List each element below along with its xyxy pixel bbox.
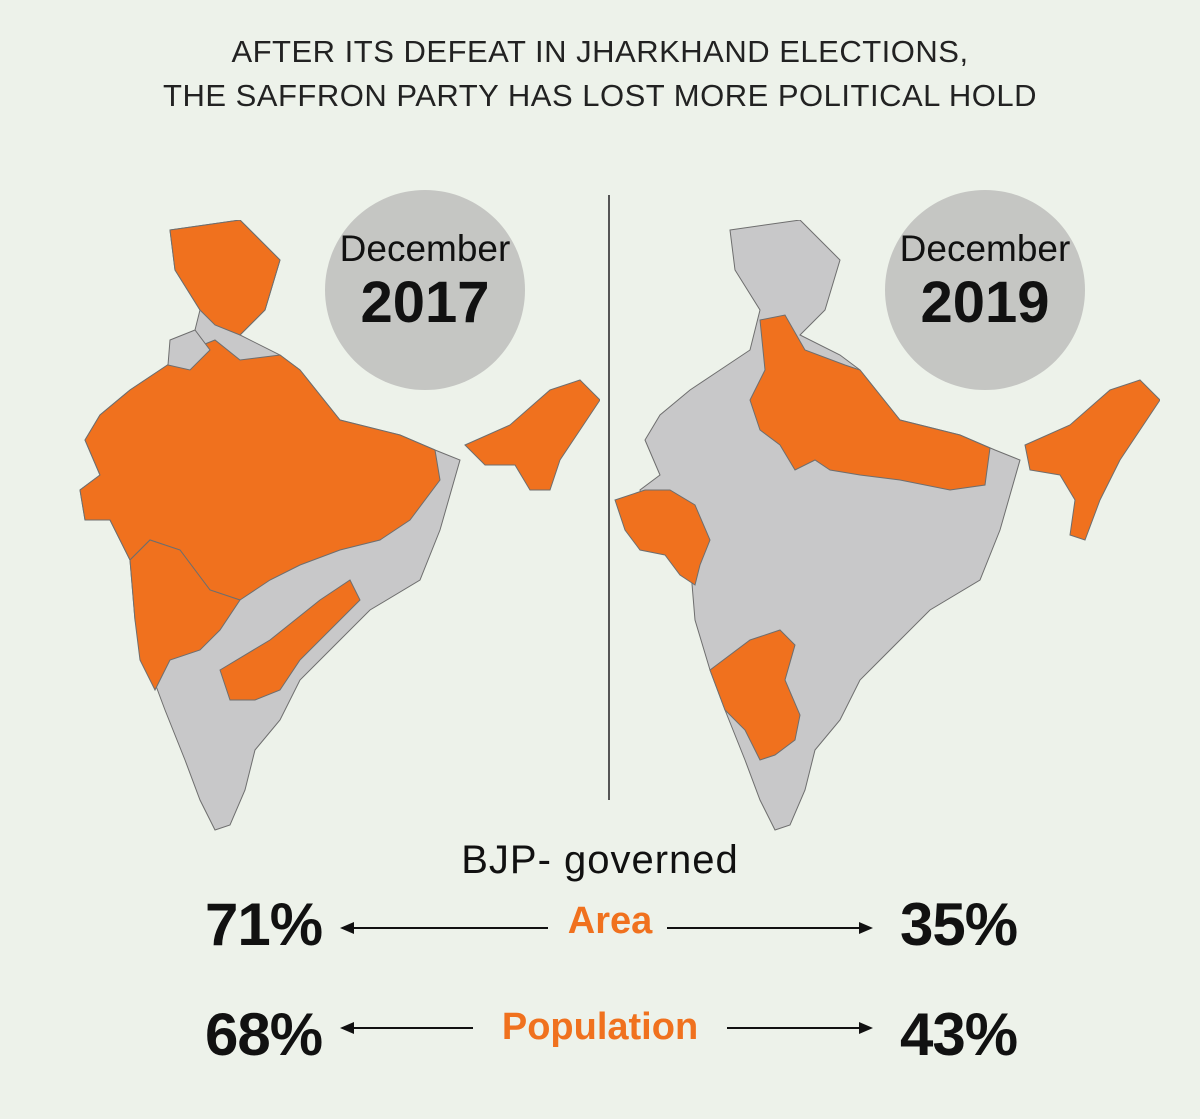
badge-2019: December 2019 (885, 190, 1085, 390)
population-label: Population (501, 1006, 699, 1048)
population-2019-value: 43% (900, 1001, 1018, 1068)
population-left-arrow (340, 1022, 473, 1034)
map-grey-punjab-2017 (167, 329, 211, 371)
badge-2017: December 2017 (325, 190, 525, 390)
map-bjp-west-2017 (129, 539, 241, 692)
badge-2019-month: December (899, 228, 1071, 269)
area-right-arrow (667, 922, 873, 934)
map-bjp-central-2017 (79, 339, 441, 601)
map-bjp-south-2017 (219, 579, 361, 701)
badge-2017-month: December (339, 228, 511, 269)
india-map-2017 (79, 220, 600, 831)
area-label: Area (567, 900, 653, 942)
badge-2017-year: 2017 (360, 270, 490, 335)
population-right-arrow (727, 1022, 873, 1034)
panel-divider (608, 195, 610, 800)
map-bjp-north-2017 (169, 220, 281, 336)
map-bjp-gujarat-2019 (614, 489, 711, 586)
india-map-2019 (614, 220, 1160, 831)
map-bjp-karnataka-2019 (709, 629, 801, 761)
title-line-1: AFTER ITS DEFEAT IN JHARKHAND ELECTIONS, (231, 34, 969, 69)
area-left-arrow (340, 922, 548, 934)
map-bjp-north-2019 (749, 314, 991, 491)
map-northeast-2017 (464, 379, 600, 491)
population-2017-value: 68% (205, 1001, 323, 1068)
bjp-governed-heading: BJP- governed (461, 838, 739, 882)
page-title: AFTER ITS DEFEAT IN JHARKHAND ELECTIONS,… (0, 30, 1200, 118)
area-2019-value: 35% (900, 891, 1018, 958)
map-northeast-2019 (1024, 379, 1160, 541)
area-2017-value: 71% (205, 891, 323, 958)
badge-2019-year: 2019 (920, 270, 1050, 335)
title-line-2: THE SAFFRON PARTY HAS LOST MORE POLITICA… (163, 78, 1037, 113)
